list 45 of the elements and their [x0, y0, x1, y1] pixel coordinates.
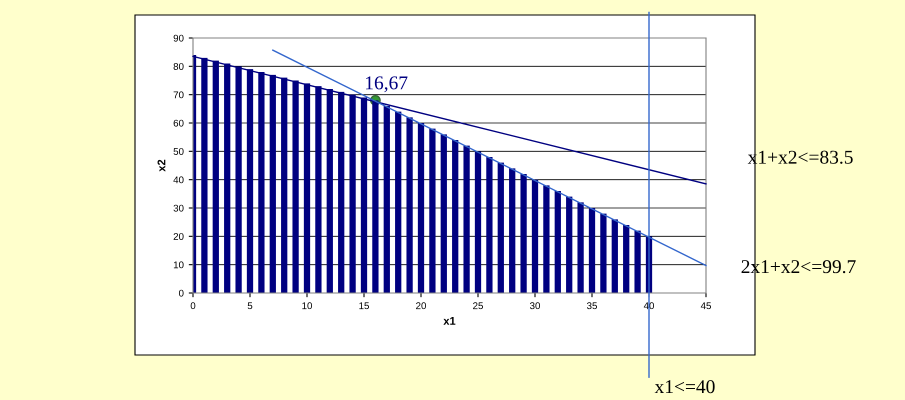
y-axis-title: x2 [158, 160, 166, 172]
x-tick-label: 10 [302, 302, 312, 310]
y-tick-label: 60 [174, 120, 184, 127]
bar [486, 157, 493, 293]
bar [498, 162, 504, 293]
bar [395, 112, 402, 293]
bar [612, 219, 618, 293]
bar [588, 208, 596, 293]
bar [429, 128, 436, 293]
ref-line-label: x1<=40 [654, 380, 715, 394]
bar [406, 117, 413, 293]
bar [634, 230, 641, 293]
bar [520, 174, 527, 293]
bar [463, 146, 470, 293]
bar [554, 191, 561, 293]
y-tick-label: 90 [174, 34, 184, 42]
bar [509, 168, 516, 293]
annotation: 16,67 [366, 76, 408, 92]
bar [452, 140, 458, 293]
bar [577, 202, 584, 293]
x-tick-label: 15 [359, 302, 369, 310]
y-tick-label: 30 [174, 204, 184, 212]
bar [440, 134, 447, 293]
bar [543, 185, 550, 293]
x-tick-label: 5 [248, 302, 252, 310]
bar [418, 123, 424, 293]
y-tick-label: 80 [174, 63, 184, 70]
y-tick-label: 0 [178, 290, 184, 297]
bar [623, 225, 630, 293]
y-tick-label: 70 [174, 91, 184, 98]
y-tick-label: 40 [173, 176, 184, 184]
x-tick-label: 45 [700, 302, 711, 310]
x-axis-title: x1 [443, 317, 456, 325]
x-tick-label: 0 [190, 302, 196, 310]
x-tick-label: 30 [530, 302, 540, 310]
y-tick-label: 50 [174, 148, 184, 155]
x-tick-label: 35 [586, 302, 597, 310]
y-tick-label: 10 [174, 261, 184, 268]
bar [474, 151, 482, 293]
x-tick-label: 20 [416, 302, 426, 310]
bar [600, 214, 607, 293]
x-tick-label: 25 [473, 302, 483, 310]
bar [566, 196, 572, 293]
bar [532, 180, 538, 293]
y-tick-label: 20 [174, 233, 184, 240]
